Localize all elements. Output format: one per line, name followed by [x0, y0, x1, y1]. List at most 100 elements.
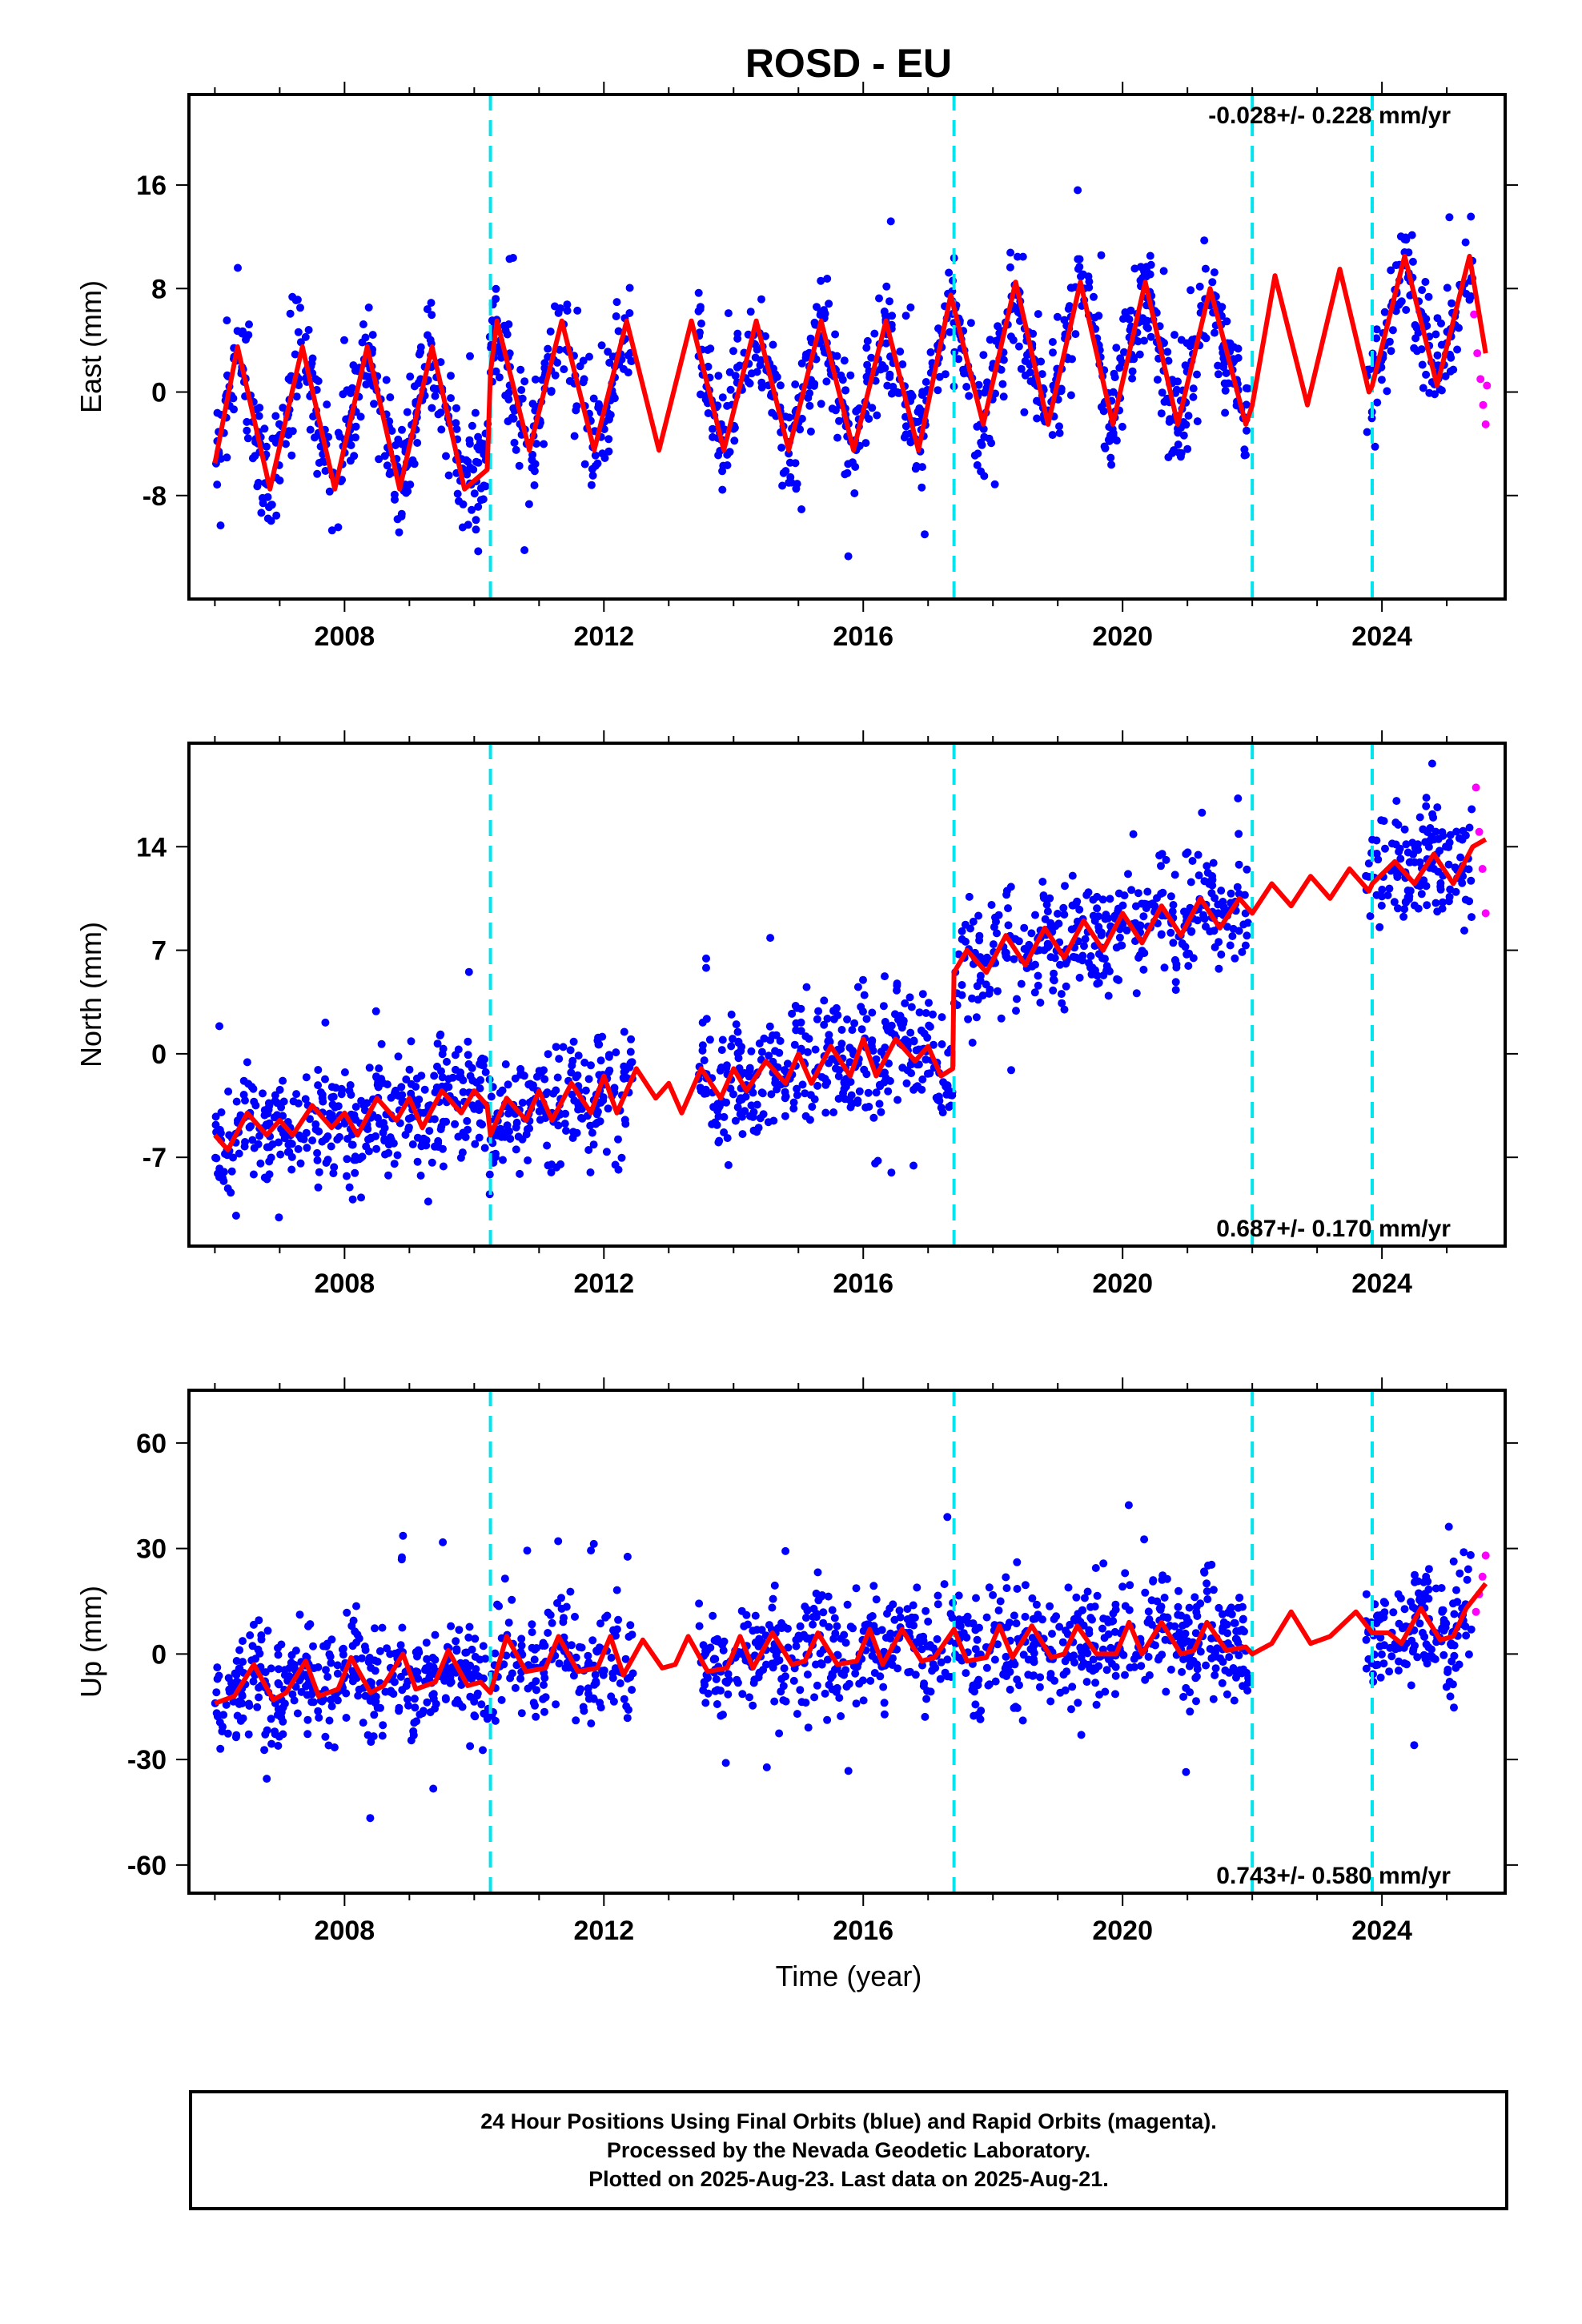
- x-tick-label: 2012: [573, 1269, 634, 1299]
- final-orbit-point: [485, 1170, 494, 1179]
- final-orbit-point: [436, 408, 445, 417]
- final-orbit-point: [1098, 895, 1107, 904]
- final-orbit-point: [504, 395, 513, 404]
- final-orbit-point: [1160, 1594, 1169, 1602]
- final-orbit-point: [738, 1130, 747, 1139]
- final-orbit-point: [1174, 1586, 1182, 1595]
- final-orbit-point: [903, 1037, 912, 1046]
- final-orbit-point: [1187, 927, 1195, 936]
- final-orbit-point: [1242, 400, 1251, 409]
- final-orbit-point: [1075, 905, 1084, 914]
- final-orbit-point: [905, 993, 914, 1002]
- rapid-orbit-point: [1476, 375, 1485, 384]
- final-orbit-point: [245, 1123, 254, 1132]
- y-tick-label: -30: [127, 1745, 167, 1775]
- final-orbit-point: [405, 1065, 414, 1074]
- final-orbit-outlier: [215, 1022, 223, 1031]
- final-orbit-point: [265, 1157, 274, 1166]
- final-orbit-point: [1169, 939, 1178, 947]
- final-orbit-point: [713, 1100, 722, 1108]
- final-orbit-point: [420, 1108, 428, 1117]
- final-orbit-point: [383, 1644, 391, 1653]
- final-orbit-point: [937, 1104, 946, 1112]
- final-orbit-point: [905, 1620, 914, 1629]
- final-orbit-point: [718, 1035, 727, 1044]
- final-orbit-point: [793, 1084, 801, 1093]
- final-orbit-point: [397, 512, 406, 521]
- final-orbit-point: [1377, 901, 1386, 910]
- final-orbit-outlier: [1124, 1501, 1133, 1510]
- final-orbit-point: [531, 375, 540, 384]
- final-orbit-point: [780, 1066, 789, 1075]
- final-orbit-point: [448, 1073, 457, 1082]
- final-orbit-point: [863, 360, 872, 369]
- final-orbit-point: [327, 1702, 336, 1711]
- final-orbit-point: [769, 340, 777, 349]
- final-orbit-point: [938, 1040, 946, 1048]
- final-orbit-point: [1012, 1619, 1021, 1628]
- final-orbit-point: [765, 1022, 774, 1031]
- final-orbit-point: [609, 1697, 618, 1706]
- final-orbit-point: [989, 940, 998, 949]
- final-orbit-point: [596, 1056, 605, 1065]
- final-orbit-point: [1211, 1664, 1220, 1673]
- final-orbit-point: [1085, 283, 1094, 292]
- final-orbit-outlier: [1140, 1535, 1149, 1544]
- final-orbit-point: [997, 1014, 1006, 1023]
- final-orbit-point: [977, 438, 986, 447]
- final-orbit-point: [1218, 1679, 1227, 1687]
- y-tick-label: 8: [151, 274, 167, 304]
- final-orbit-point: [825, 1059, 833, 1068]
- final-orbit-point: [872, 1088, 881, 1097]
- final-orbit-point: [714, 451, 723, 460]
- final-orbit-point: [464, 521, 472, 529]
- final-orbit-point: [1170, 870, 1179, 879]
- final-orbit-point: [822, 377, 831, 386]
- final-orbit-point: [1193, 370, 1201, 379]
- final-orbit-point: [1140, 899, 1149, 908]
- final-orbit-point: [614, 327, 623, 336]
- final-orbit-point: [1149, 1576, 1158, 1585]
- final-orbit-point: [934, 1600, 942, 1609]
- final-orbit-point: [1014, 342, 1023, 351]
- final-orbit-point: [262, 442, 271, 451]
- final-orbit-point: [555, 1659, 564, 1668]
- final-orbit-point: [1101, 915, 1110, 923]
- final-orbit-point: [512, 1145, 520, 1154]
- final-orbit-point: [1030, 1655, 1038, 1663]
- final-orbit-point: [420, 1085, 429, 1094]
- final-orbit-point: [609, 1626, 617, 1634]
- final-orbit-point: [267, 517, 275, 525]
- final-orbit-point: [898, 1063, 907, 1072]
- x-tick-label: 2024: [1351, 1916, 1412, 1946]
- x-tick-label: 2020: [1092, 1269, 1153, 1299]
- final-orbit-point: [1215, 1603, 1223, 1612]
- final-orbit-point: [1111, 1690, 1119, 1699]
- final-orbit-point: [833, 1622, 841, 1630]
- final-orbit-point: [223, 316, 231, 325]
- final-orbit-point: [918, 1661, 926, 1670]
- final-orbit-point: [1186, 342, 1195, 351]
- final-orbit-point: [411, 1703, 420, 1712]
- final-orbit-point: [517, 1641, 526, 1650]
- final-orbit-point: [313, 1156, 322, 1164]
- final-orbit-point: [1089, 1655, 1098, 1664]
- final-orbit-point: [849, 1624, 857, 1633]
- final-orbit-point: [257, 509, 266, 517]
- final-orbit-point: [540, 1681, 548, 1689]
- final-orbit-point: [1128, 374, 1137, 383]
- final-orbit-point: [229, 1153, 237, 1162]
- final-orbit-point: [837, 1039, 846, 1048]
- final-orbit-point: [1049, 348, 1057, 357]
- final-orbit-point: [994, 987, 1002, 995]
- final-orbit-point: [625, 309, 634, 317]
- rapid-orbit-point: [1478, 865, 1487, 873]
- final-orbit-point: [314, 1066, 323, 1074]
- final-orbit-point: [379, 1128, 387, 1137]
- final-orbit-point: [315, 1168, 323, 1176]
- final-orbit-point: [242, 336, 250, 344]
- final-orbit-point: [1385, 884, 1394, 893]
- final-orbit-point: [890, 1615, 899, 1624]
- final-orbit-point: [1168, 907, 1177, 916]
- final-orbit-point: [862, 344, 871, 352]
